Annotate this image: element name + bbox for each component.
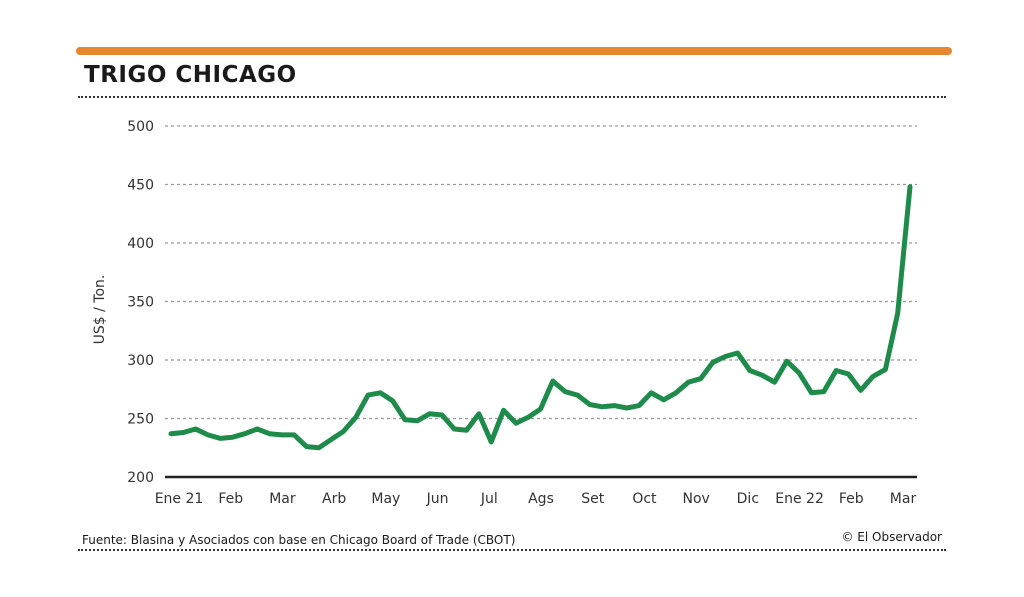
- x-tick-label: Mar: [890, 491, 917, 507]
- x-tick-label: Ene 21: [155, 491, 204, 507]
- x-tick-label: Nov: [682, 491, 709, 507]
- y-tick-label: 250: [127, 412, 154, 428]
- accent-bar: [76, 47, 952, 55]
- y-tick-label: 400: [127, 236, 154, 252]
- x-tick-label: Set: [581, 491, 605, 507]
- x-tick-label: Jun: [426, 491, 449, 507]
- source-note: Fuente: Blasina y Asociados con base en …: [82, 533, 516, 547]
- y-tick-label: 450: [127, 178, 154, 194]
- y-tick-label: 200: [127, 470, 154, 486]
- footer-divider: [78, 549, 946, 551]
- x-tick-label: May: [371, 491, 400, 507]
- series-line: [168, 184, 913, 451]
- x-tick-label: Dic: [737, 491, 759, 507]
- x-tick-label: Mar: [269, 491, 296, 507]
- x-tick-label: Jul: [480, 491, 498, 507]
- credit-note: © El Observador: [841, 530, 942, 544]
- y-axis-label: US$ / Ton.: [92, 275, 108, 345]
- x-tick-label: Oct: [632, 491, 657, 507]
- x-tick-label: Feb: [839, 491, 864, 507]
- chart-title: TRIGO CHICAGO: [84, 62, 297, 88]
- y-tick-label: 350: [127, 295, 154, 311]
- x-tick-label: Ene 22: [775, 491, 824, 507]
- x-tick-label: Arb: [322, 491, 346, 507]
- y-tick-label: 300: [127, 353, 154, 369]
- y-tick-label: 500: [127, 119, 154, 135]
- title-divider: [78, 96, 946, 98]
- x-tick-label: Ags: [528, 491, 554, 507]
- x-tick-label: Feb: [218, 491, 243, 507]
